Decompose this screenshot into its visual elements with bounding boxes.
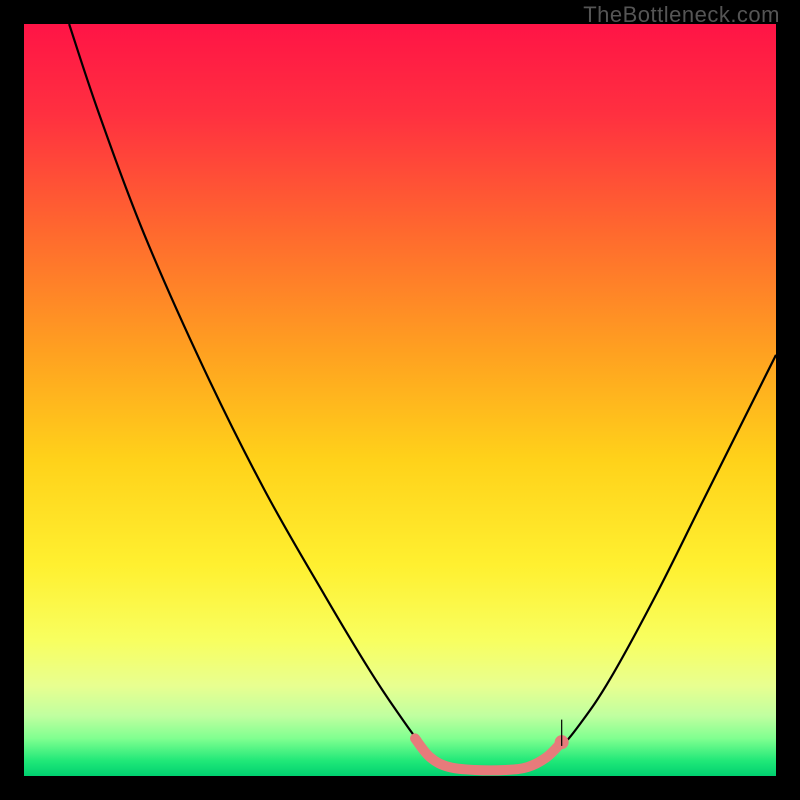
chart-container <box>24 24 776 776</box>
bottleneck-chart <box>24 24 776 776</box>
watermark: TheBottleneck.com <box>583 2 780 28</box>
gradient-background <box>24 24 776 776</box>
